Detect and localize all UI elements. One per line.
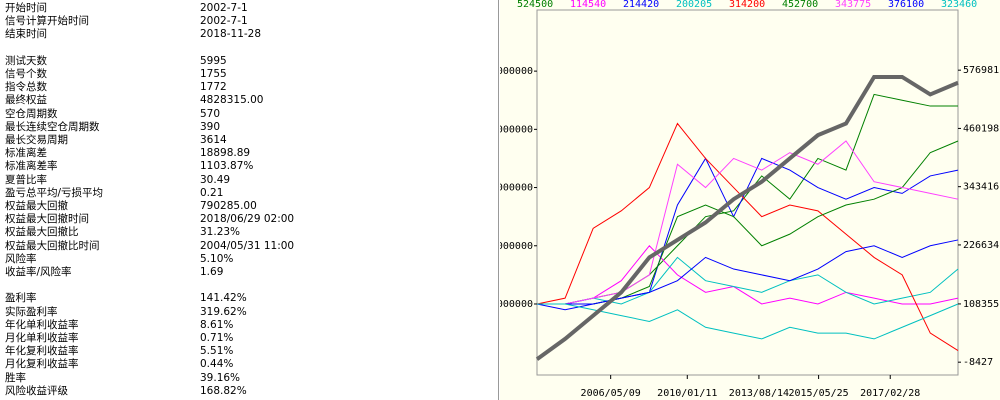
stat-label: 最长连续空仓周期数	[5, 120, 100, 133]
stat-value: 2004/05/31 11:00	[200, 239, 295, 252]
stat-label: 最终权益	[5, 94, 47, 107]
series-line	[537, 140, 959, 305]
stat-value: 30.49	[200, 173, 231, 186]
stat-label: 权益最大回撤	[5, 200, 68, 212]
y-tick-label: 3000000	[500, 183, 533, 194]
stat-label: 年化单利收益率	[5, 318, 79, 331]
stat-value: 31.23%	[200, 226, 241, 239]
x-tick-label: 2017/02/28	[860, 388, 920, 399]
y-tick-label: 5000000	[500, 66, 533, 77]
x-tick-label: 2010/01/11	[657, 388, 717, 399]
stat-label: 月化复利收益率	[5, 358, 79, 371]
series-line	[537, 239, 959, 305]
y2-tick-label: 460198	[963, 123, 999, 134]
stat-value: 8.61%	[200, 318, 234, 331]
y2-tick-label: 343416	[963, 182, 999, 193]
x-tick-label: 2013/08/14	[729, 388, 789, 399]
stat-value: 319.62%	[200, 305, 247, 318]
stat-value: 2002-7-1	[200, 15, 248, 28]
stat-value: 790285.00	[200, 200, 257, 212]
stat-label: 盈亏总平均/亏损平均	[5, 186, 104, 199]
legend-item: 323460	[941, 0, 977, 10]
stat-value: 5.10%	[200, 252, 234, 265]
stat-value: 4828315.00	[200, 94, 264, 107]
stat-value: 390	[200, 120, 221, 133]
stat-label: 标准离差	[5, 147, 47, 160]
stat-label: 权益最大回撤比时间	[5, 239, 100, 252]
stat-value: 1755	[200, 68, 227, 80]
stat-label: 标准离差率	[5, 160, 58, 173]
stat-value: 5.51%	[200, 345, 234, 358]
chart-bg	[500, 0, 1000, 400]
stat-value: 570	[200, 107, 221, 120]
stat-value: 141.42%	[200, 292, 247, 305]
stat-value: 1103.87%	[200, 160, 254, 173]
stat-value: 39.16%	[200, 371, 241, 384]
y-tick-label: 2000000	[500, 241, 533, 252]
stat-label: 空仓周期数	[5, 107, 58, 120]
legend-item: 343775	[835, 0, 871, 10]
stat-value: 0.44%	[200, 358, 234, 371]
legend-item: 524500	[517, 0, 553, 10]
stat-label: 开始时间	[5, 2, 47, 14]
stat-label: 信号计算开始时间	[5, 15, 89, 28]
plot-frame	[536, 9, 959, 376]
stat-value: 18898.89	[200, 147, 251, 160]
stat-label: 年化复利收益率	[5, 345, 79, 358]
stat-label: 指令总数	[5, 81, 47, 94]
stat-label: 月化单利收益率	[5, 332, 79, 344]
legend-item: 452700	[782, 0, 818, 10]
series-line	[536, 122, 959, 351]
x-tick-label: 2006/05/09	[581, 388, 641, 399]
y2-tick-label: 226634	[963, 240, 999, 251]
legend-item: 200205	[676, 0, 712, 10]
stat-value: 2002-7-1	[200, 2, 248, 14]
stat-label: 实际盈利率	[5, 305, 58, 318]
stat-value: 1.69	[200, 266, 224, 278]
y2-tick-label: -8427	[963, 357, 993, 368]
y2-tick-label: 576981	[963, 65, 999, 76]
stat-value: 1772	[200, 81, 227, 94]
stat-label: 收益率/风险率	[5, 266, 72, 278]
legend-item: 314200	[729, 0, 765, 10]
legend-item: 114540	[570, 0, 606, 10]
series-line	[535, 74, 959, 361]
stat-value: 3614	[200, 134, 227, 146]
stat-value: 0.71%	[200, 332, 234, 344]
x-tick-label: 2015/05/25	[788, 388, 848, 399]
stat-label: 测试天数	[5, 54, 47, 67]
stat-label: 权益最大回撤比	[5, 226, 79, 239]
legend-item: 376100	[888, 0, 924, 10]
stat-label: 盈利率	[5, 292, 37, 305]
chart: 1000000 2000000 3000000 4000000 5000000 -8427…	[500, 0, 1000, 400]
stat-label: 风险收益评级	[5, 384, 68, 397]
stat-label: 权益最大回撤时间	[5, 213, 89, 226]
stat-label: 胜率	[5, 371, 26, 384]
y2-tick-label: 108355	[963, 299, 999, 310]
y-tick-label: 1000000	[500, 299, 533, 310]
stat-value: 2018-11-28	[200, 28, 262, 41]
stat-label: 夏普比率	[5, 173, 47, 186]
stats-table: 开始时间 2002-7-1 信号计算开始时间 2002-7-1 结束时间 2018-11-…	[0, 0, 499, 400]
stat-label: 信号个数	[5, 68, 47, 80]
stat-label: 结束时间	[5, 28, 47, 41]
stat-value: 5995	[200, 54, 227, 67]
series-line	[537, 303, 959, 340]
y-tick-label: 4000000	[500, 124, 533, 135]
stat-label: 风险率	[5, 252, 37, 265]
legend-item: 214420	[623, 0, 659, 10]
stat-value: 2018/06/29 02:00	[200, 213, 295, 226]
stat-value: 0.21	[200, 186, 224, 199]
stat-value: 168.82%	[200, 384, 247, 397]
stat-label: 最长交易周期	[5, 134, 68, 146]
